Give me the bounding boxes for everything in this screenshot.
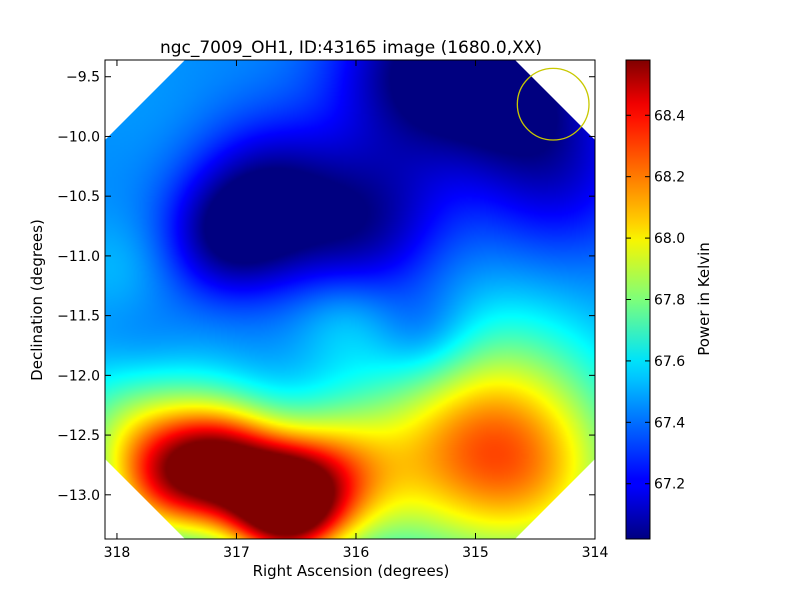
x-axis-label: Right Ascension (degrees): [253, 562, 450, 580]
y-tick-label: −11.5: [57, 309, 100, 325]
plot-frame: [104, 59, 596, 540]
x-tick-label: 315: [462, 545, 489, 561]
colorbar-tick-label: 67.4: [654, 415, 685, 431]
beam-circle: [516, 67, 590, 141]
colorbar-tick-label: 67.6: [654, 354, 685, 370]
y-tick-label: −12.5: [57, 428, 100, 444]
x-tick-label: 318: [104, 545, 131, 561]
chart-title: ngc_7009_OH1, ID:43165 image (1680.0,XX): [160, 38, 542, 58]
x-axis-ticks: 318 317 316 315 314: [104, 60, 609, 561]
plot-area: [104, 59, 596, 540]
y-axis-ticks: −9.5 −10.0 −10.5 −11.0 −11.5 −12.0 −12.5 −13.0: [57, 70, 595, 504]
x-tick-label: 317: [223, 545, 250, 561]
y-tick-label: −10.5: [57, 189, 100, 205]
x-tick-label: 314: [582, 545, 609, 561]
y-tick-label: −10.0: [57, 129, 100, 145]
colorbar: 67.2 67.4 67.6 67.8 68.0 68.2 68.4 Power in Ke…: [625, 59, 713, 540]
y-tick-label: −12.0: [57, 368, 100, 384]
colorbar-tick-label: 67.8: [654, 293, 685, 309]
colorbar-tick-label: 67.2: [654, 477, 685, 493]
y-tick-label: −9.5: [66, 70, 100, 86]
colorbar-label: Power in Kelvin: [695, 242, 713, 356]
colorbar-ticks: 67.2 67.4 67.6 67.8 68.0 68.2 68.4: [626, 108, 685, 493]
y-axis-label: Declination (degrees): [28, 219, 46, 381]
colorbar-tick-label: 68.4: [654, 108, 685, 124]
colorbar-tick-label: 68.2: [654, 170, 685, 186]
y-tick-label: −13.0: [57, 488, 100, 504]
colorbar-tick-label: 68.0: [654, 231, 685, 247]
heatmap-image: [105, 60, 595, 539]
y-tick-label: −11.0: [57, 249, 100, 265]
x-tick-label: 316: [343, 545, 370, 561]
